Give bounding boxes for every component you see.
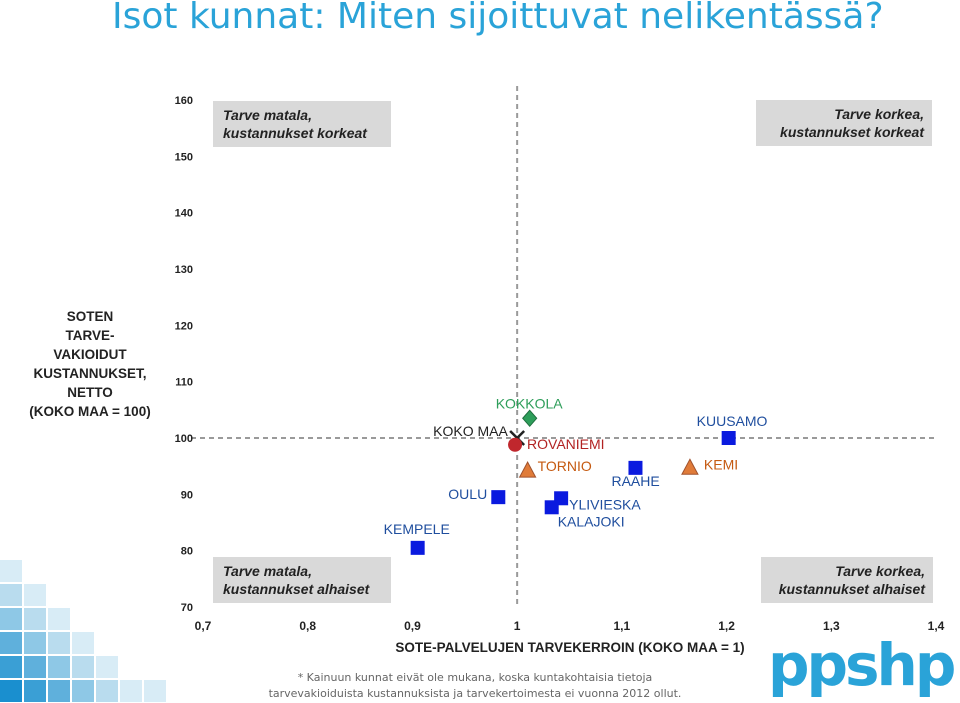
x-tick-label: 0,7 [195, 619, 212, 633]
label-raahe: RAAHE [611, 473, 659, 489]
decor-square [24, 608, 46, 630]
quadrant-box [756, 100, 932, 146]
quadrant-top-left: Tarve matala, kustannukset korkeat [213, 101, 391, 147]
y-tick-label: 100 [175, 433, 193, 445]
decor-square [0, 584, 22, 606]
x-tick-label: 1,3 [823, 619, 840, 633]
y-tick-label: 130 [175, 264, 193, 276]
point-oulu [491, 490, 506, 505]
y-axis-label-line: NETTO [67, 385, 113, 400]
y-axis-label-line: SOTEN [67, 309, 114, 324]
quadrant-bottom-left: Tarve matala, kustannukset alhaiset [213, 557, 391, 603]
y-axis-label-line: VAKIOIDUT [53, 347, 127, 362]
data-points [410, 409, 736, 555]
y-tick-label: 110 [175, 377, 193, 389]
y-tick-label: 150 [175, 151, 193, 163]
x-axis-label: SOTE-PALVELUJEN TARVEKERROIN (KOKO MAA =… [395, 640, 744, 655]
label-rovaniemi: ROVANIEMI [527, 436, 605, 452]
decor-square [0, 632, 22, 654]
point-kalajoki [544, 500, 559, 515]
label-oulu: OULU [448, 486, 487, 502]
point-labels: KOKO MAA KOKKOLA ROVANIEMI TORNIO KEMI KUUSAM… [384, 395, 768, 537]
x-tick-label: 0,8 [299, 619, 316, 633]
ppshp-logo: ppshp [768, 631, 956, 699]
background-decoration [0, 560, 166, 702]
y-tick-label: 90 [181, 489, 193, 501]
quadrant-box [213, 101, 391, 147]
page-title: Isot kunnat: Miten sijoittuvat nelikentä… [112, 0, 884, 37]
label-ylivieska: YLIVIESKA [569, 496, 641, 512]
label-kemi: KEMI [704, 456, 738, 472]
label-kalajoki: KALAJOKI [558, 513, 625, 529]
decor-square [0, 560, 22, 582]
x-tick-label: 1,4 [928, 619, 945, 633]
y-axis-label: SOTEN TARVE- VAKIOIDUT KUSTANNUKSET, NETTO (K… [29, 309, 150, 419]
point-kempele [410, 540, 425, 555]
decor-square [72, 680, 94, 702]
x-tick-label: 1,1 [614, 619, 631, 633]
y-tick-label: 140 [175, 208, 193, 220]
point-kokkola [522, 409, 538, 428]
x-tick-label: 1 [514, 619, 521, 633]
y-axis-label-line: TARVE- [65, 328, 114, 343]
decor-square [96, 656, 118, 678]
decor-square [0, 680, 22, 702]
quadrant-top-right: Tarve korkea, kustannukset korkeat [756, 100, 932, 146]
label-tornio: TORNIO [538, 458, 592, 474]
point-kuusamo [721, 431, 736, 445]
quadrant-label-line: Tarve korkea, [835, 563, 925, 579]
y-axis-label-line: KUSTANNUKSET, [33, 366, 146, 381]
decor-square [144, 680, 166, 702]
quadrant-label-line: Tarve matala, [223, 107, 312, 123]
quadrant-label-line: kustannukset alhaiset [223, 581, 371, 597]
quadrant-box [213, 557, 391, 603]
point-rovaniemi [508, 437, 523, 452]
label-kokkola: KOKKOLA [496, 395, 564, 411]
footnote-line: tarvevakioiduista kustannuksista ja tarv… [268, 687, 682, 700]
decor-square [48, 608, 70, 630]
y-tick-label: 120 [175, 320, 193, 332]
decor-square [24, 584, 46, 606]
quadrant-bottom-right: Tarve korkea, kustannukset alhaiset [761, 557, 933, 603]
point-tornio [518, 461, 537, 478]
reference-lines [191, 86, 936, 607]
y-tick-label: 70 [181, 602, 193, 614]
label-kempele: KEMPELE [384, 521, 450, 537]
decor-square [48, 632, 70, 654]
decor-square [48, 680, 70, 702]
quadrant-box [761, 557, 933, 603]
footnote: * Kainuun kunnat eivät ole mukana, koska… [230, 670, 720, 702]
x-tick-label: 0,9 [404, 619, 421, 633]
y-tick-label: 80 [181, 546, 193, 558]
quadrant-label-line: kustannukset korkeat [223, 125, 368, 141]
decor-square [48, 656, 70, 678]
quadrant-label-line: Tarve korkea, [834, 106, 924, 122]
quadrant-label-line: Tarve matala, [223, 563, 312, 579]
label-kuusamo: KUUSAMO [697, 413, 768, 429]
quadrant-label-line: kustannukset korkeat [780, 124, 925, 140]
x-tick-label: 1,2 [718, 619, 735, 633]
decor-square [0, 656, 22, 678]
decor-square [24, 656, 46, 678]
y-tick-label: 160 [175, 95, 193, 107]
footnote-line: * Kainuun kunnat eivät ole mukana, koska… [297, 671, 653, 684]
point-kemi [681, 458, 699, 475]
decor-square [96, 680, 118, 702]
decor-square [24, 632, 46, 654]
decor-square [72, 632, 94, 654]
y-axis-label-line: (KOKO MAA = 100) [29, 404, 150, 419]
decor-square [24, 680, 46, 702]
y-axis-ticks: 70 80 90 100 110 120 130 140 150 160 [175, 95, 193, 614]
decor-square [0, 608, 22, 630]
decor-square [120, 680, 142, 702]
label-koko-maa: KOKO MAA [433, 423, 508, 439]
point-raahe [628, 460, 643, 475]
x-axis-ticks: 0,7 0,8 0,9 1 1,1 1,2 1,3 1,4 [195, 619, 945, 633]
quadrant-label-line: kustannukset alhaiset [779, 581, 927, 597]
decor-square [72, 656, 94, 678]
